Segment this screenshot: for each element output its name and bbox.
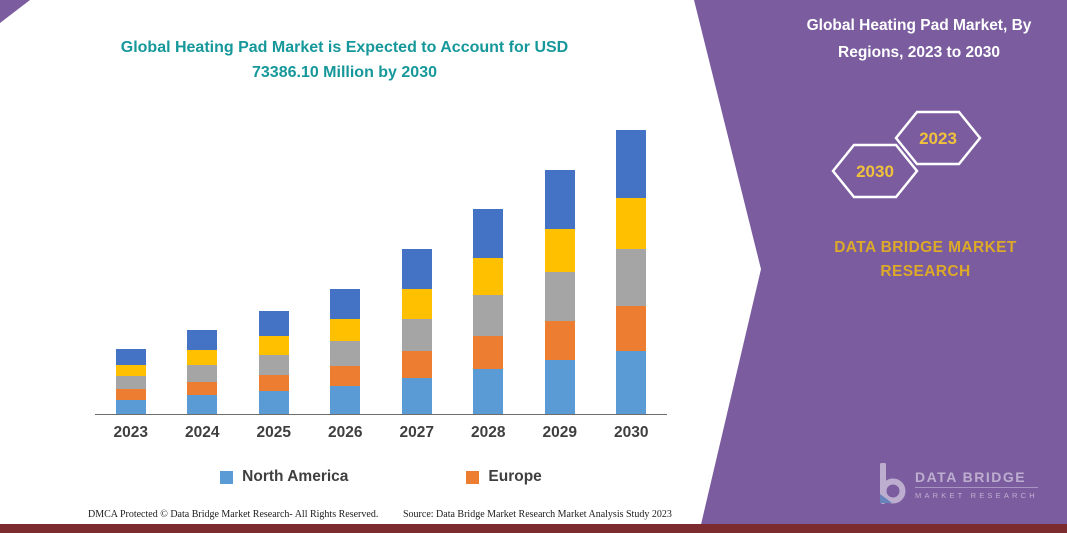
bar-segment xyxy=(473,335,504,369)
panel-heading: Global Heating Pad Market, By Regions, 2… xyxy=(788,12,1050,66)
stacked-bar-2023 xyxy=(115,349,146,414)
bar-slot xyxy=(524,104,596,414)
bar-segment xyxy=(544,360,575,414)
bar-segment xyxy=(115,399,146,414)
legend-item: Europe xyxy=(466,468,542,486)
bar-segment xyxy=(473,294,504,336)
plot-area xyxy=(95,104,667,415)
bar-segment xyxy=(115,349,146,365)
bar-segment xyxy=(473,208,504,258)
x-axis-label: 2030 xyxy=(614,424,649,441)
bar-segment xyxy=(401,318,432,352)
bar-segment xyxy=(401,351,432,378)
x-axis-label: 2029 xyxy=(542,424,577,441)
bar-segment xyxy=(258,336,289,355)
x-axis-label: 2023 xyxy=(113,424,148,441)
x-axis-label: 2024 xyxy=(185,424,220,441)
chart-title-line2: 73386.10 Million by 2030 xyxy=(252,63,437,81)
logo-text: DATA BRIDGE MARKET RESEARCH xyxy=(915,469,1038,500)
stacked-bar-2025 xyxy=(258,311,289,414)
bar-segment xyxy=(544,272,575,322)
legend-item: North America xyxy=(220,468,348,486)
bar-segment xyxy=(330,386,361,414)
bar-segment xyxy=(616,351,647,414)
top-left-corner-accent xyxy=(0,0,30,23)
brand-wordmark: DATA BRIDGE MARKET RESEARCH xyxy=(798,236,1053,284)
bar-segment xyxy=(115,389,146,400)
bar-segment xyxy=(187,329,218,350)
bottom-red-strip xyxy=(0,524,1067,533)
bar-segment xyxy=(115,364,146,377)
legend: North America Europe xyxy=(95,468,667,486)
brand-line2: RESEARCH xyxy=(880,263,971,281)
bar-slot xyxy=(381,104,453,414)
x-axis-label: 2028 xyxy=(471,424,506,441)
bar-slot xyxy=(167,104,239,414)
bar-segment xyxy=(401,377,432,414)
brand-line1: DATA BRIDGE MARKET xyxy=(834,239,1017,256)
bar-segment xyxy=(115,376,146,390)
bar-segment xyxy=(258,391,289,414)
bar-segment xyxy=(473,257,504,295)
bar-segment xyxy=(187,395,218,414)
bar-segment xyxy=(616,197,647,250)
chart-title-line1: Global Heating Pad Market is Expected to… xyxy=(120,39,569,56)
dmca-notice: DMCA Protected © Data Bridge Market Rese… xyxy=(88,509,379,520)
legend-label: North America xyxy=(242,468,349,485)
bar-segment xyxy=(330,318,361,342)
bar-segment xyxy=(187,349,218,366)
bar-slot xyxy=(310,104,382,414)
bar-segment xyxy=(258,354,289,376)
stacked-bar-2030 xyxy=(616,129,647,414)
bar-segment xyxy=(616,249,647,306)
bar-slot xyxy=(238,104,310,414)
bar-segment xyxy=(616,129,647,198)
bar-segment xyxy=(330,288,361,319)
stacked-bar-2029 xyxy=(544,169,575,414)
year-hexagon-badges: 2030 2023 xyxy=(831,110,982,199)
bar-slot xyxy=(95,104,167,414)
chart-title: Global Heating Pad Market is Expected to… xyxy=(72,36,617,86)
bar-segment xyxy=(473,368,504,414)
bar-segment xyxy=(187,381,218,396)
panel-heading-line1: Global Heating Pad Market, By xyxy=(806,17,1032,34)
legend-label: Europe xyxy=(488,468,542,485)
logo-b-icon xyxy=(880,463,906,504)
stacked-bar-2027 xyxy=(401,249,432,414)
bar-segment xyxy=(401,249,432,289)
bar-segment xyxy=(330,366,361,387)
bar-slot xyxy=(453,104,525,414)
hexagon-2023 xyxy=(894,110,982,166)
bar-segment xyxy=(544,228,575,273)
bar-segment xyxy=(187,365,218,382)
bar-segment xyxy=(258,375,289,392)
stacked-bar-2026 xyxy=(330,288,361,414)
panel-heading-line2: Regions, 2023 to 2030 xyxy=(838,44,1000,62)
bar-segment xyxy=(544,321,575,361)
hexagon-year-2030: 2030 xyxy=(856,162,894,181)
hexagon-2030 xyxy=(831,143,919,199)
bar-segment xyxy=(616,305,647,352)
bar-segment xyxy=(330,341,361,367)
stacked-bar-2028 xyxy=(473,208,504,414)
bar-segment xyxy=(401,288,432,319)
hexagon-year-2023: 2023 xyxy=(919,129,957,148)
legend-swatch xyxy=(220,470,234,484)
x-axis-labels: 2023 2024 2025 2026 2027 2028 2029 2030 xyxy=(95,424,667,442)
data-bridge-logo: DATA BRIDGE MARKET RESEARCH xyxy=(876,463,1038,505)
bar-slot xyxy=(596,104,668,414)
stacked-bar-2024 xyxy=(187,329,218,414)
legend-swatch xyxy=(466,470,480,484)
bar-segment xyxy=(544,169,575,229)
logo-text-line1: DATA BRIDGE xyxy=(915,469,1038,488)
source-notice: Source: Data Bridge Market Research Mark… xyxy=(403,509,672,520)
x-axis-label: 2025 xyxy=(256,424,291,441)
logo-text-line2: MARKET RESEARCH xyxy=(915,490,1038,500)
bar-segment xyxy=(258,311,289,337)
x-axis-label: 2027 xyxy=(399,424,434,441)
x-axis-label: 2026 xyxy=(328,424,363,441)
